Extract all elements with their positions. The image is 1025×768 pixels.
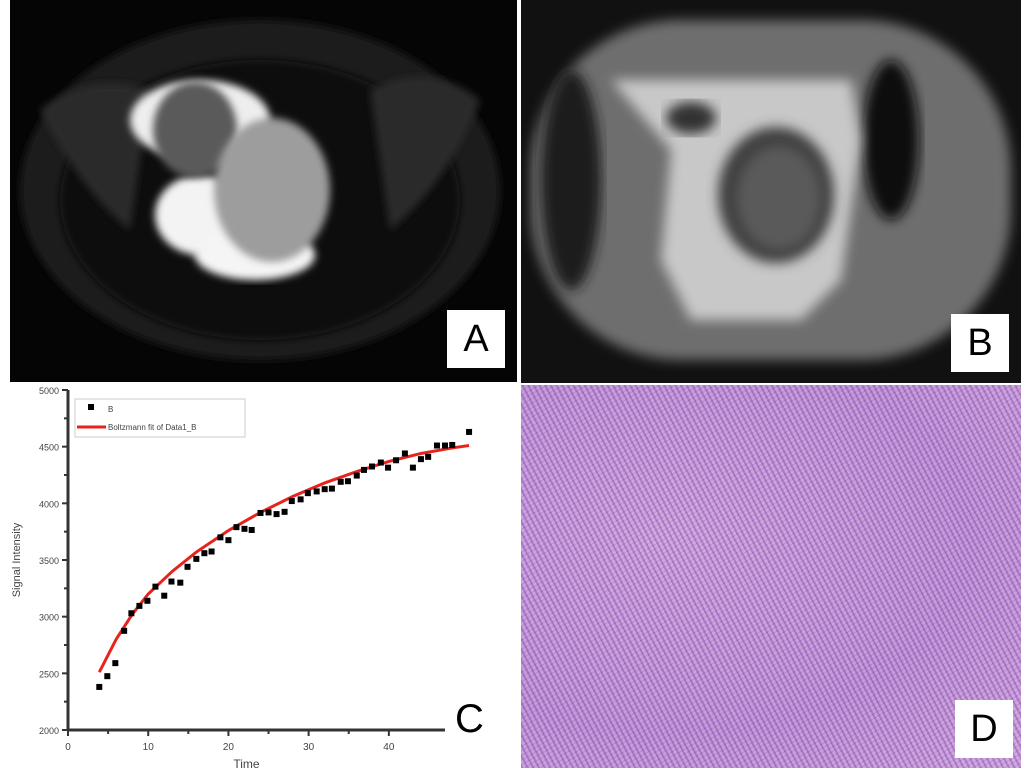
y-axis-label: Signal Intensity <box>11 522 23 597</box>
data-point <box>449 441 456 448</box>
data-point <box>241 525 248 532</box>
y-tick-label: 4500 <box>39 443 59 453</box>
panel-label-d: D <box>955 700 1013 758</box>
data-point <box>433 442 440 449</box>
x-axis-label: Time <box>233 757 260 768</box>
x-tick-label: 30 <box>303 742 315 753</box>
data-point <box>217 534 224 541</box>
signal-intensity-chart: 0 10 20 30 40 2000 2500 3000 3500 4000 4500 5000 Sig… <box>11 386 473 768</box>
data-point <box>152 583 159 590</box>
data-point <box>225 537 232 544</box>
data-point <box>401 450 408 457</box>
data-point <box>121 627 128 634</box>
data-point <box>337 478 344 485</box>
y-tick-label: 4000 <box>39 499 59 509</box>
data-point <box>393 457 400 464</box>
panel-c-chart: 0 10 20 30 40 2000 2500 3000 3500 4000 4500 5000 Sig… <box>0 385 519 768</box>
data-point <box>313 488 320 495</box>
mri-image-a <box>20 20 500 360</box>
x-tick-label: 0 <box>65 742 71 753</box>
data-point <box>369 463 376 470</box>
data-point <box>184 563 191 570</box>
data-point <box>288 498 295 505</box>
data-point <box>417 456 424 463</box>
data-point <box>193 555 200 562</box>
data-point <box>466 428 473 435</box>
data-point <box>168 578 175 585</box>
panel-label-a: A <box>447 310 505 368</box>
data-point <box>104 673 111 680</box>
data-point <box>144 597 151 604</box>
panel-b-adc-map: B <box>521 0 1021 383</box>
data-point <box>233 524 240 531</box>
y-tick-label: 3500 <box>39 556 59 566</box>
data-point <box>304 490 311 497</box>
y-tick-label: 2000 <box>39 726 59 736</box>
legend-marker-points <box>88 404 94 410</box>
data-point <box>177 579 184 586</box>
x-tick-label: 40 <box>383 742 395 753</box>
legend-box <box>74 398 246 438</box>
data-point <box>112 660 119 667</box>
data-point <box>96 683 103 690</box>
data-point <box>257 509 264 516</box>
x-tick-label: 10 <box>143 742 155 753</box>
data-point <box>273 511 280 518</box>
data-point <box>161 592 168 599</box>
data-point <box>128 610 135 617</box>
panel-a-mri-t2: A <box>10 0 517 382</box>
data-point <box>328 485 335 492</box>
data-point <box>281 508 288 515</box>
mri-image-b <box>531 20 1011 360</box>
panel-d-histology: D <box>521 385 1021 768</box>
data-point <box>208 548 215 555</box>
data-point <box>248 526 255 533</box>
y-tick-label: 5000 <box>39 386 59 396</box>
data-point <box>442 442 448 449</box>
data-point <box>344 478 351 485</box>
panel-label-b: B <box>951 314 1009 372</box>
data-point <box>136 602 143 609</box>
data-point <box>409 464 416 471</box>
data-point <box>321 486 328 493</box>
data-point <box>201 550 208 557</box>
data-point <box>360 466 367 473</box>
panel-label-c: C <box>455 697 484 741</box>
legend-label-points: B <box>108 405 113 414</box>
data-point <box>385 464 392 471</box>
fit-line <box>97 444 470 673</box>
data-point <box>425 453 432 460</box>
x-tick-label: 20 <box>223 742 235 753</box>
legend-label-fit: Boltzmann fit of Data1_B <box>108 423 197 432</box>
data-point <box>297 496 304 503</box>
y-tick-label: 2500 <box>39 669 59 679</box>
y-tick-label: 3000 <box>39 613 59 623</box>
data-point <box>353 472 360 479</box>
data-point <box>265 509 272 516</box>
data-point <box>377 459 384 466</box>
